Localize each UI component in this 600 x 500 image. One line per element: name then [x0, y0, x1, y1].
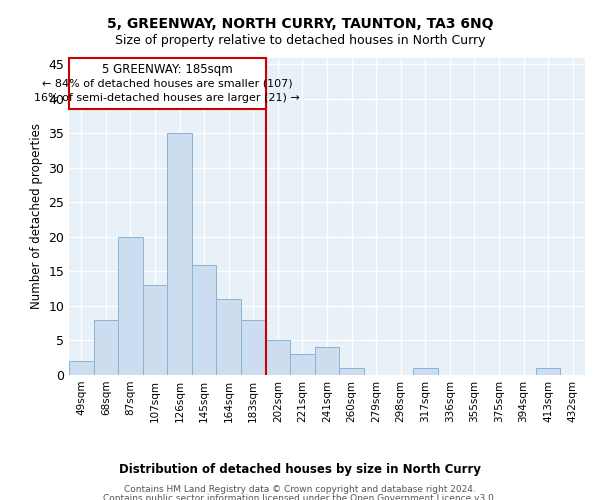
Text: 5 GREENWAY: 185sqm: 5 GREENWAY: 185sqm [102, 63, 233, 76]
Y-axis label: Number of detached properties: Number of detached properties [30, 123, 43, 309]
Bar [217, 299, 241, 375]
Bar [118, 237, 143, 375]
Bar [143, 286, 167, 375]
Bar [536, 368, 560, 375]
Bar [94, 320, 118, 375]
Bar [413, 368, 437, 375]
Text: 16% of semi-detached houses are larger (21) →: 16% of semi-detached houses are larger (… [34, 94, 300, 104]
Bar [241, 320, 266, 375]
Bar [266, 340, 290, 375]
Text: ← 84% of detached houses are smaller (107): ← 84% of detached houses are smaller (10… [42, 78, 293, 88]
Text: Contains public sector information licensed under the Open Government Licence v3: Contains public sector information licen… [103, 494, 497, 500]
Bar [339, 368, 364, 375]
Bar [69, 361, 94, 375]
Bar [290, 354, 315, 375]
Text: Contains HM Land Registry data © Crown copyright and database right 2024.: Contains HM Land Registry data © Crown c… [124, 485, 476, 494]
Text: 5, GREENWAY, NORTH CURRY, TAUNTON, TA3 6NQ: 5, GREENWAY, NORTH CURRY, TAUNTON, TA3 6… [107, 18, 493, 32]
Bar [192, 264, 217, 375]
Bar [167, 134, 192, 375]
Bar [315, 348, 339, 375]
Text: Distribution of detached houses by size in North Curry: Distribution of detached houses by size … [119, 462, 481, 475]
Text: Size of property relative to detached houses in North Curry: Size of property relative to detached ho… [115, 34, 485, 47]
FancyBboxPatch shape [69, 58, 266, 110]
